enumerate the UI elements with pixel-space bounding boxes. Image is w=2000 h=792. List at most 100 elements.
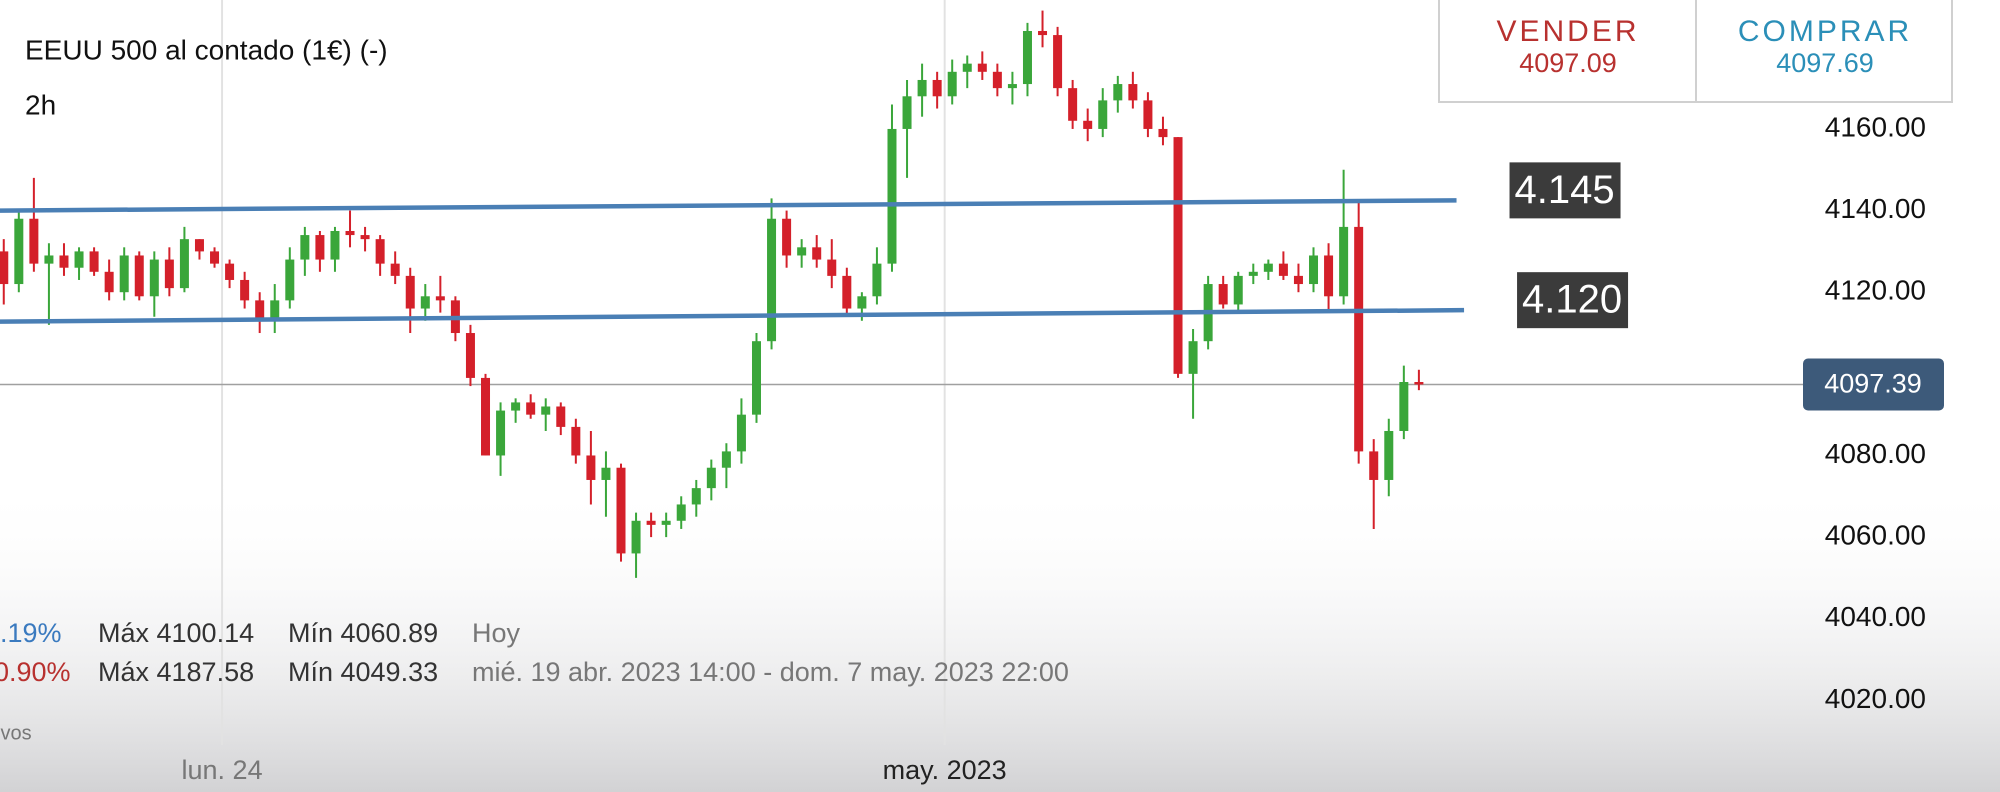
candle-body bbox=[646, 520, 656, 525]
candle-body bbox=[149, 259, 159, 297]
candle-body bbox=[917, 79, 927, 97]
stat-min: Mín 4060.89 bbox=[288, 618, 438, 648]
candle-body bbox=[1022, 30, 1032, 85]
candle-body bbox=[164, 259, 174, 289]
candle-body bbox=[767, 218, 777, 342]
y-tick-label: 4040.00 bbox=[1825, 601, 1926, 632]
candle-body bbox=[857, 296, 867, 309]
trend-label: 4.120 bbox=[1522, 278, 1622, 322]
candle-body bbox=[29, 218, 39, 264]
candle-body bbox=[134, 255, 144, 297]
candle-body bbox=[1053, 35, 1063, 89]
y-tick-label: 4020.00 bbox=[1825, 683, 1926, 714]
candle-body bbox=[1083, 120, 1093, 129]
buy-price[interactable]: 4097.69 bbox=[1776, 48, 1874, 78]
candle-body bbox=[902, 96, 912, 129]
candle-body bbox=[300, 235, 310, 260]
stat-min: Mín 4049.33 bbox=[288, 657, 438, 687]
candle-body bbox=[104, 271, 114, 293]
candle-body bbox=[706, 467, 716, 489]
trend-label-box bbox=[1517, 272, 1629, 329]
trend-label-box bbox=[1509, 162, 1621, 219]
stats: .19% Máx 4100.14 Mín 4060.89 Hoy 0.90% M… bbox=[0, 618, 1069, 744]
footnote: ivos bbox=[0, 722, 32, 744]
candle-body bbox=[405, 275, 415, 309]
candle-body bbox=[1293, 275, 1303, 285]
candle-body bbox=[345, 230, 355, 236]
candle-body bbox=[179, 239, 189, 289]
y-tick-label: 4160.00 bbox=[1825, 111, 1926, 142]
candle-body bbox=[390, 263, 400, 276]
buy-label[interactable]: COMPRAR bbox=[1738, 15, 1912, 48]
sell-price[interactable]: 4097.09 bbox=[1519, 48, 1617, 78]
bottom-shade bbox=[0, 480, 2000, 792]
candle-body bbox=[1188, 341, 1198, 374]
candle-body bbox=[797, 247, 807, 256]
candle-body bbox=[751, 341, 761, 415]
candle-body bbox=[1339, 226, 1349, 297]
candle-body bbox=[1233, 275, 1243, 305]
candle-body bbox=[1369, 451, 1379, 480]
sell-label[interactable]: VENDER bbox=[1496, 15, 1639, 48]
candle-body bbox=[1173, 137, 1183, 374]
candle-body bbox=[586, 455, 596, 480]
candle-body bbox=[14, 218, 24, 285]
candle-body bbox=[992, 71, 1002, 89]
candle-body bbox=[1128, 84, 1138, 101]
candle-body bbox=[1158, 128, 1168, 138]
candle-body bbox=[721, 451, 731, 468]
candle-body bbox=[1038, 30, 1048, 36]
candle-body bbox=[1384, 430, 1394, 480]
candle-body bbox=[616, 467, 626, 554]
candle-body bbox=[435, 296, 445, 301]
candle-body bbox=[89, 251, 99, 272]
y-tick-label: 4120.00 bbox=[1825, 275, 1926, 306]
candle-body bbox=[1399, 382, 1409, 431]
candle-body bbox=[360, 235, 370, 240]
candle-body bbox=[1007, 84, 1017, 89]
candle-body bbox=[225, 263, 235, 280]
y-tick-label: 4060.00 bbox=[1825, 519, 1926, 550]
candle-body bbox=[541, 406, 551, 415]
current-price-label: 4097.39 bbox=[1824, 369, 1922, 399]
candle-body bbox=[1354, 226, 1364, 452]
stat-change: 0.90% bbox=[0, 657, 71, 687]
candle-body bbox=[842, 275, 852, 309]
x-tick-label: lun. 24 bbox=[182, 755, 263, 785]
candle-body bbox=[676, 504, 686, 521]
candle-body bbox=[872, 263, 882, 297]
y-tick-label: 4080.00 bbox=[1825, 438, 1926, 469]
candle-body bbox=[947, 71, 957, 97]
candle-body bbox=[571, 426, 581, 456]
x-tick-label: may. 2023 bbox=[883, 755, 1007, 785]
candle-body bbox=[240, 279, 250, 301]
candle-body bbox=[210, 251, 220, 264]
candle-body bbox=[1143, 100, 1153, 129]
stat-change: .19% bbox=[0, 618, 62, 648]
current-price-box bbox=[1803, 358, 1944, 411]
candle-body bbox=[1218, 284, 1228, 305]
candle-body bbox=[977, 63, 987, 72]
candle-body bbox=[1263, 263, 1273, 272]
stat-period: Hoy bbox=[472, 618, 521, 648]
candle-body bbox=[330, 230, 340, 260]
candle-body bbox=[1278, 263, 1288, 276]
candle-body bbox=[481, 377, 491, 456]
candle-body bbox=[1414, 382, 1424, 385]
candle-body bbox=[812, 247, 822, 260]
candle-body bbox=[74, 251, 84, 268]
chart-title: EEUU 500 al contado (1€) (-) bbox=[25, 34, 388, 65]
candle-body bbox=[119, 255, 129, 293]
candle-body bbox=[827, 259, 837, 276]
candle-body bbox=[255, 300, 265, 321]
candle-body bbox=[465, 333, 475, 378]
trend-label: 4.145 bbox=[1514, 168, 1614, 212]
candle-body bbox=[315, 235, 325, 260]
candle-body bbox=[962, 63, 972, 72]
candle-body bbox=[1324, 255, 1334, 297]
candle-body bbox=[285, 259, 295, 301]
trend-line bbox=[0, 307, 1465, 324]
candle-body bbox=[420, 296, 430, 309]
stat-max: Máx 4100.14 bbox=[98, 618, 254, 648]
